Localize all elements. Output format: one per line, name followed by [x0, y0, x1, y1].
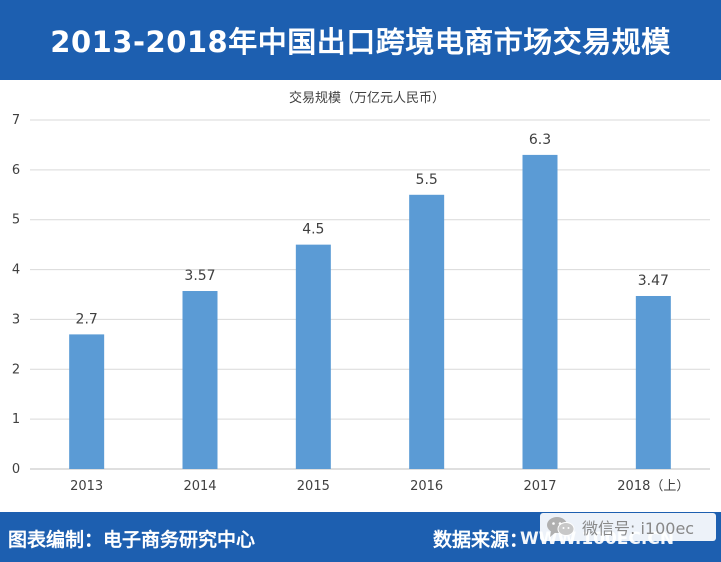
- data-label: 3.47: [638, 273, 669, 289]
- data-label: 2.7: [76, 311, 98, 327]
- page-title: 2013-2018年中国出口跨境电商市场交易规模: [50, 25, 671, 59]
- x-tick-label: 2015: [297, 479, 330, 494]
- data-label: 6.3: [529, 132, 551, 148]
- y-tick-label: 2: [12, 362, 20, 377]
- bar: [522, 154, 558, 469]
- bar-chart: 交易规模（万亿元人民币） 0 1 2 3 4 5 6 7 2.7 2013 3.57 2014 4.5 20…: [12, 90, 710, 494]
- x-tick-label: 2016: [410, 479, 443, 494]
- data-label: 4.5: [302, 222, 324, 238]
- header-banner: 2013-2018年中国出口跨境电商市场交易规模: [0, 0, 721, 80]
- data-label: 5.5: [416, 172, 438, 188]
- y-tick-label: 1: [12, 412, 20, 427]
- bar: [409, 194, 445, 469]
- x-tick-label: 2018（上）: [617, 479, 689, 494]
- chart-area: 交易规模（万亿元人民币） 0 1 2 3 4 5 6 7 2.7 2013 3.57 2014 4.5 20…: [0, 80, 721, 512]
- y-tick-label: 0: [12, 462, 20, 477]
- bar: [69, 334, 105, 469]
- x-tick-label: 2013: [70, 479, 103, 494]
- bar: [635, 295, 671, 469]
- data-label: 3.57: [184, 268, 215, 284]
- y-tick-label: 3: [12, 312, 20, 327]
- y-tick-label: 7: [12, 113, 20, 128]
- wechat-watermark: 微信号: i100ec: [540, 513, 716, 541]
- y-tick-label: 5: [12, 213, 20, 228]
- wechat-icon: [546, 515, 576, 539]
- x-tick-label: 2017: [523, 479, 556, 494]
- y-tick-label: 6: [12, 163, 20, 178]
- x-tick-label: 2014: [183, 479, 216, 494]
- y-tick-label: 4: [12, 263, 20, 278]
- watermark-text: 微信号: i100ec: [582, 519, 695, 538]
- footer-source-label: 数据来源：: [433, 529, 529, 551]
- chart-title: 交易规模（万亿元人民币）: [289, 90, 445, 106]
- footer-compiler-text: 图表编制：电子商务研究中心: [8, 529, 256, 551]
- bar: [295, 244, 331, 469]
- bar: [182, 291, 218, 469]
